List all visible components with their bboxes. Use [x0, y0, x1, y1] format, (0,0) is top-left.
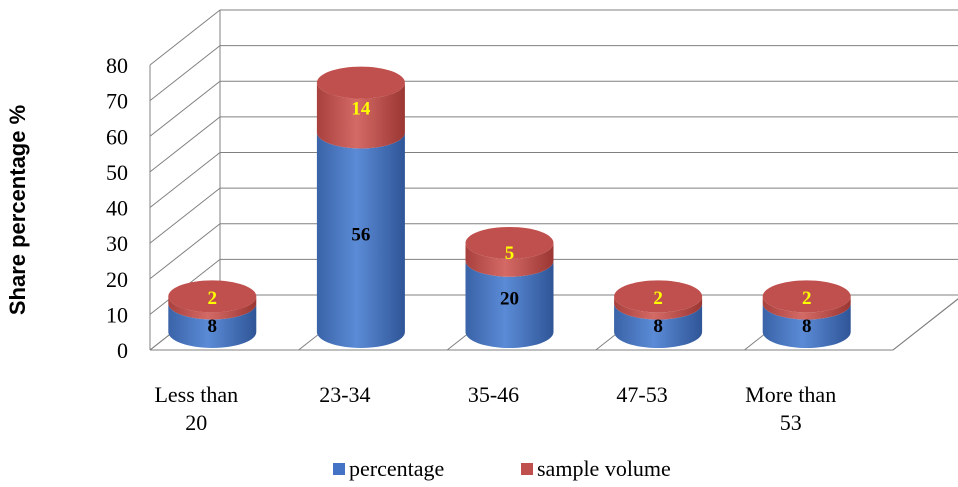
- y-tick-label: 30: [106, 231, 128, 256]
- y-tick-label: 10: [106, 302, 128, 327]
- y-tick-label: 0: [117, 338, 128, 363]
- data-label-percentage: 8: [208, 316, 218, 337]
- legend: percentage sample volume: [333, 456, 671, 481]
- gridline-side: [149, 116, 221, 173]
- y-tick-label: 50: [106, 160, 128, 185]
- bars: 8 2 56 14 20 5 8 2 8 2: [168, 66, 851, 348]
- y-tick-label: 60: [106, 124, 128, 149]
- bar-sample-volume: [316, 82, 405, 149]
- data-label-percentage: 8: [653, 316, 663, 337]
- bar-percentage: [316, 132, 405, 348]
- gridline-side: [149, 223, 221, 280]
- gridline-side: [149, 187, 221, 244]
- bar-top-cap: [614, 280, 703, 313]
- bar-top-cap: [168, 280, 257, 313]
- y-tick-label: 80: [106, 53, 128, 78]
- data-label-percentage: 8: [802, 316, 812, 337]
- legend-label: percentage: [349, 456, 444, 481]
- bar-percentage: [614, 303, 703, 348]
- gridline-side: [149, 80, 221, 137]
- bar-top-cap: [465, 226, 554, 259]
- gridline-side: [149, 152, 221, 208]
- bar-percentage: [465, 260, 554, 348]
- data-label-sample-volume: 2: [653, 288, 663, 309]
- bar-sample-volume: [762, 296, 851, 320]
- data-label-sample-volume: 2: [802, 288, 812, 309]
- legend-swatch: [521, 463, 533, 475]
- gridline-side: [149, 9, 221, 66]
- x-tick-label: More than 53: [745, 382, 836, 435]
- gridline-side: [149, 45, 221, 102]
- legend-label: sample volume: [537, 456, 671, 481]
- bar-sample-volume: [614, 296, 703, 320]
- floor-divider: [892, 298, 958, 351]
- x-tick-label: 35-46: [468, 382, 519, 407]
- data-label-sample-volume: 5: [505, 243, 515, 264]
- data-label-percentage: 20: [500, 288, 519, 309]
- bar-percentage: [168, 303, 257, 348]
- y-tick-label: 20: [106, 267, 128, 292]
- data-label-percentage: 56: [351, 224, 370, 245]
- y-axis: 0 10 20 30 40 50 60 70 80: [106, 53, 128, 363]
- legend-swatch: [333, 463, 345, 475]
- x-tick-label: Less than 20: [154, 382, 238, 435]
- bar-percentage: [762, 303, 851, 348]
- bar-sample-volume: [168, 296, 257, 320]
- data-label-sample-volume: 2: [208, 288, 218, 309]
- bar-top-cap: [316, 66, 405, 99]
- bar-top-cap: [762, 280, 851, 313]
- x-tick-label: 47-53: [616, 382, 667, 407]
- y-axis-label: Share percentage %: [5, 105, 30, 315]
- x-axis: Less than 20 23-34 35-46 47-53 More than 53: [154, 382, 836, 435]
- data-label-sample-volume: 14: [351, 99, 371, 120]
- y-tick-label: 70: [106, 89, 128, 114]
- bar-sample-volume: [465, 242, 554, 277]
- y-tick-label: 40: [106, 196, 128, 221]
- x-tick-label: 23-34: [319, 382, 370, 407]
